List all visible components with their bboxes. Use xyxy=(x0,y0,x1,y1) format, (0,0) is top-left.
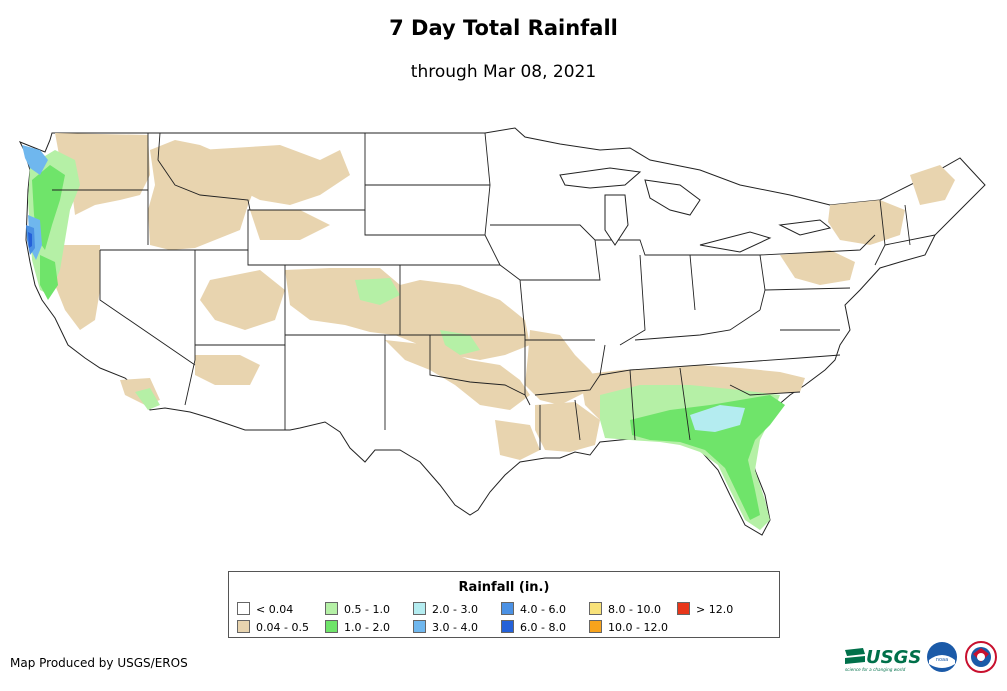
rainfall-3.0-6.0 xyxy=(22,145,48,260)
legend-swatch xyxy=(501,602,514,615)
noaa-text: noaa xyxy=(936,657,948,663)
legend-title: Rainfall (in.) xyxy=(458,580,550,595)
legend-label: 0.04 - 0.5 xyxy=(256,621,309,634)
legend-item: 10.0 - 12.0 xyxy=(589,620,668,634)
legend-item: 6.0 - 8.0 xyxy=(501,620,566,634)
legend-item: 8.0 - 10.0 xyxy=(589,602,661,616)
legend-label: > 12.0 xyxy=(696,603,734,616)
us-rainfall-map xyxy=(18,127,986,536)
usgs-tagline: science for a changing world xyxy=(845,667,906,672)
legend-item: 4.0 - 6.0 xyxy=(501,602,566,616)
legend-items: < 0.04 0.04 - 0.5 0.5 - 1.0 1.0 - 2.0 2.… xyxy=(237,602,777,634)
legend-item: 2.0 - 3.0 xyxy=(413,602,478,616)
legend-label: 4.0 - 6.0 xyxy=(520,603,566,616)
legend-swatch xyxy=(589,620,602,633)
usgs-text: USGS xyxy=(866,647,921,668)
legend-swatch xyxy=(501,620,514,633)
legend-label: 6.0 - 8.0 xyxy=(520,621,566,634)
legend-label: 0.5 - 1.0 xyxy=(344,603,390,616)
legend-item: 3.0 - 4.0 xyxy=(413,620,478,634)
legend-item: 0.04 - 0.5 xyxy=(237,620,309,634)
usgs-logo: USGS science for a changing world xyxy=(845,647,921,672)
legend-label: 10.0 - 12.0 xyxy=(608,621,668,634)
legend: Rainfall (in.) < 0.04 0.04 - 0.5 0.5 - 1… xyxy=(228,571,780,638)
legend-label: 1.0 - 2.0 xyxy=(344,621,390,634)
legend-swatch xyxy=(325,620,338,633)
legend-item: > 12.0 xyxy=(677,602,733,616)
legend-swatch xyxy=(237,620,250,633)
legend-swatch xyxy=(413,620,426,633)
legend-swatch xyxy=(589,602,602,615)
legend-item: 1.0 - 2.0 xyxy=(325,620,390,634)
legend-item: 0.5 - 1.0 xyxy=(325,602,390,616)
rainfall-2.0-3.0 xyxy=(690,405,745,432)
legend-item: < 0.04 xyxy=(237,602,293,616)
state-boundaries xyxy=(52,132,936,450)
legend-label: < 0.04 xyxy=(256,603,294,616)
national-weather-service-icon xyxy=(965,641,997,673)
rainfall-0.04-0.5 xyxy=(55,133,955,460)
map-subtitle: through Mar 08, 2021 xyxy=(410,62,597,82)
legend-swatch xyxy=(677,602,690,615)
agency-logos: USGS science for a changing world noaa xyxy=(845,641,997,673)
legend-swatch xyxy=(237,602,250,615)
legend-swatch xyxy=(413,602,426,615)
legend-label: 3.0 - 4.0 xyxy=(432,621,478,634)
map-title: 7 Day Total Rainfall xyxy=(389,16,618,40)
legend-swatch xyxy=(325,602,338,615)
great-lakes xyxy=(559,167,832,253)
legend-label: 8.0 - 10.0 xyxy=(608,603,661,616)
map-credit: Map Produced by USGS/EROS xyxy=(10,656,188,670)
legend-label: 2.0 - 3.0 xyxy=(432,603,478,616)
noaa-logo: noaa xyxy=(927,642,957,672)
